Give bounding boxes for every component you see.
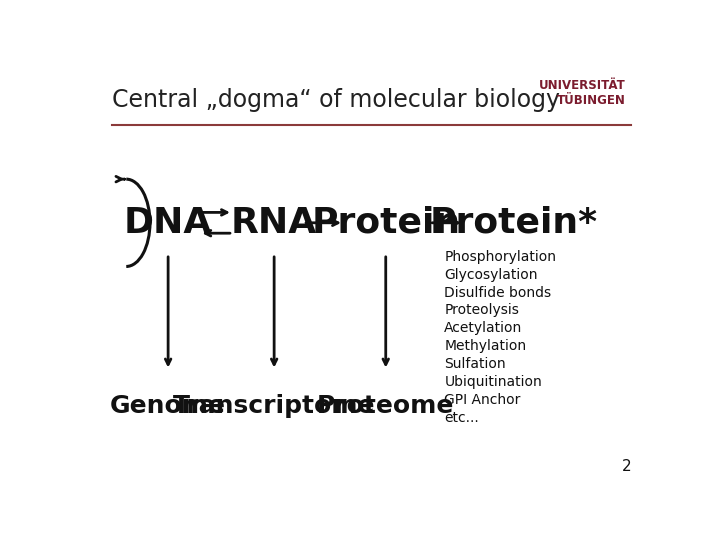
Text: Acetylation: Acetylation [444, 321, 523, 335]
Text: GPI Anchor: GPI Anchor [444, 393, 521, 407]
Text: Proteome: Proteome [317, 394, 454, 418]
Text: DNA: DNA [124, 206, 212, 240]
Text: Sulfation: Sulfation [444, 357, 506, 371]
Text: Glycosylation: Glycosylation [444, 268, 538, 282]
Text: Ubiquitination: Ubiquitination [444, 375, 542, 389]
Text: Genome: Genome [110, 394, 226, 418]
Text: Protein: Protein [311, 206, 460, 240]
Text: Transcriptome: Transcriptome [173, 394, 375, 418]
Text: 2: 2 [621, 460, 631, 474]
Text: Disulfide bonds: Disulfide bonds [444, 286, 552, 300]
Text: etc...: etc... [444, 411, 479, 425]
Text: Central „dogma“ of molecular biology: Central „dogma“ of molecular biology [112, 87, 560, 112]
Text: Methylation: Methylation [444, 339, 526, 353]
Text: Phosphorylation: Phosphorylation [444, 250, 557, 264]
Text: RNA: RNA [231, 206, 318, 240]
Text: Protein*: Protein* [430, 206, 598, 240]
Text: Proteolysis: Proteolysis [444, 303, 519, 318]
Text: UNIVERSITÄT
TÜBINGEN: UNIVERSITÄT TÜBINGEN [539, 79, 626, 107]
